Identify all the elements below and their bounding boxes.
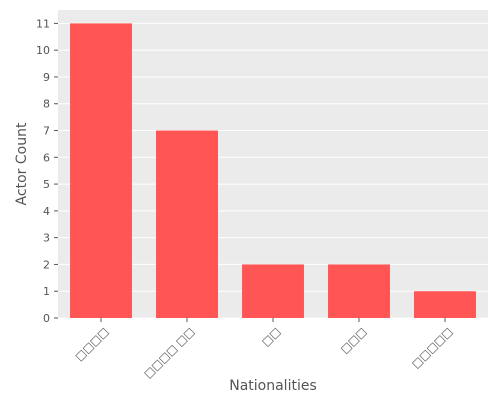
x-tick-labels: □□□□ □□□□ □□ □□ □□□ □□□□□ bbox=[73, 318, 455, 381]
bar bbox=[70, 23, 132, 319]
bars bbox=[70, 23, 476, 319]
x-tick-label: □□□ bbox=[338, 325, 369, 356]
bar bbox=[414, 291, 476, 318]
y-tick-label: 2 bbox=[43, 258, 50, 271]
y-tick-labels: 0 1 2 3 4 5 6 7 8 9 10 11 bbox=[36, 17, 58, 325]
y-tick-label: 3 bbox=[43, 232, 50, 245]
y-tick-label: 7 bbox=[43, 125, 50, 138]
y-tick-label: 0 bbox=[43, 312, 50, 325]
x-tick-label: □□□□ □□ bbox=[141, 325, 197, 381]
bar bbox=[328, 264, 390, 318]
bar bbox=[242, 264, 304, 318]
x-tick-label: □□□□ bbox=[73, 325, 112, 364]
x-tick-label: □□□□□ bbox=[409, 325, 455, 371]
y-tick-label: 11 bbox=[36, 17, 50, 30]
y-tick-label: 5 bbox=[43, 178, 50, 191]
y-axis-label: Actor Count bbox=[14, 122, 30, 205]
x-axis-label: Nationalities bbox=[229, 378, 317, 394]
y-tick-label: 10 bbox=[36, 44, 50, 57]
y-tick-label: 8 bbox=[43, 98, 50, 111]
y-tick-label: 4 bbox=[43, 205, 50, 218]
y-tick-label: 9 bbox=[43, 71, 50, 84]
y-tick-label: 1 bbox=[43, 285, 50, 298]
bar bbox=[156, 130, 218, 318]
x-tick-label: □□ bbox=[259, 325, 283, 349]
y-tick-label: 6 bbox=[43, 151, 50, 164]
